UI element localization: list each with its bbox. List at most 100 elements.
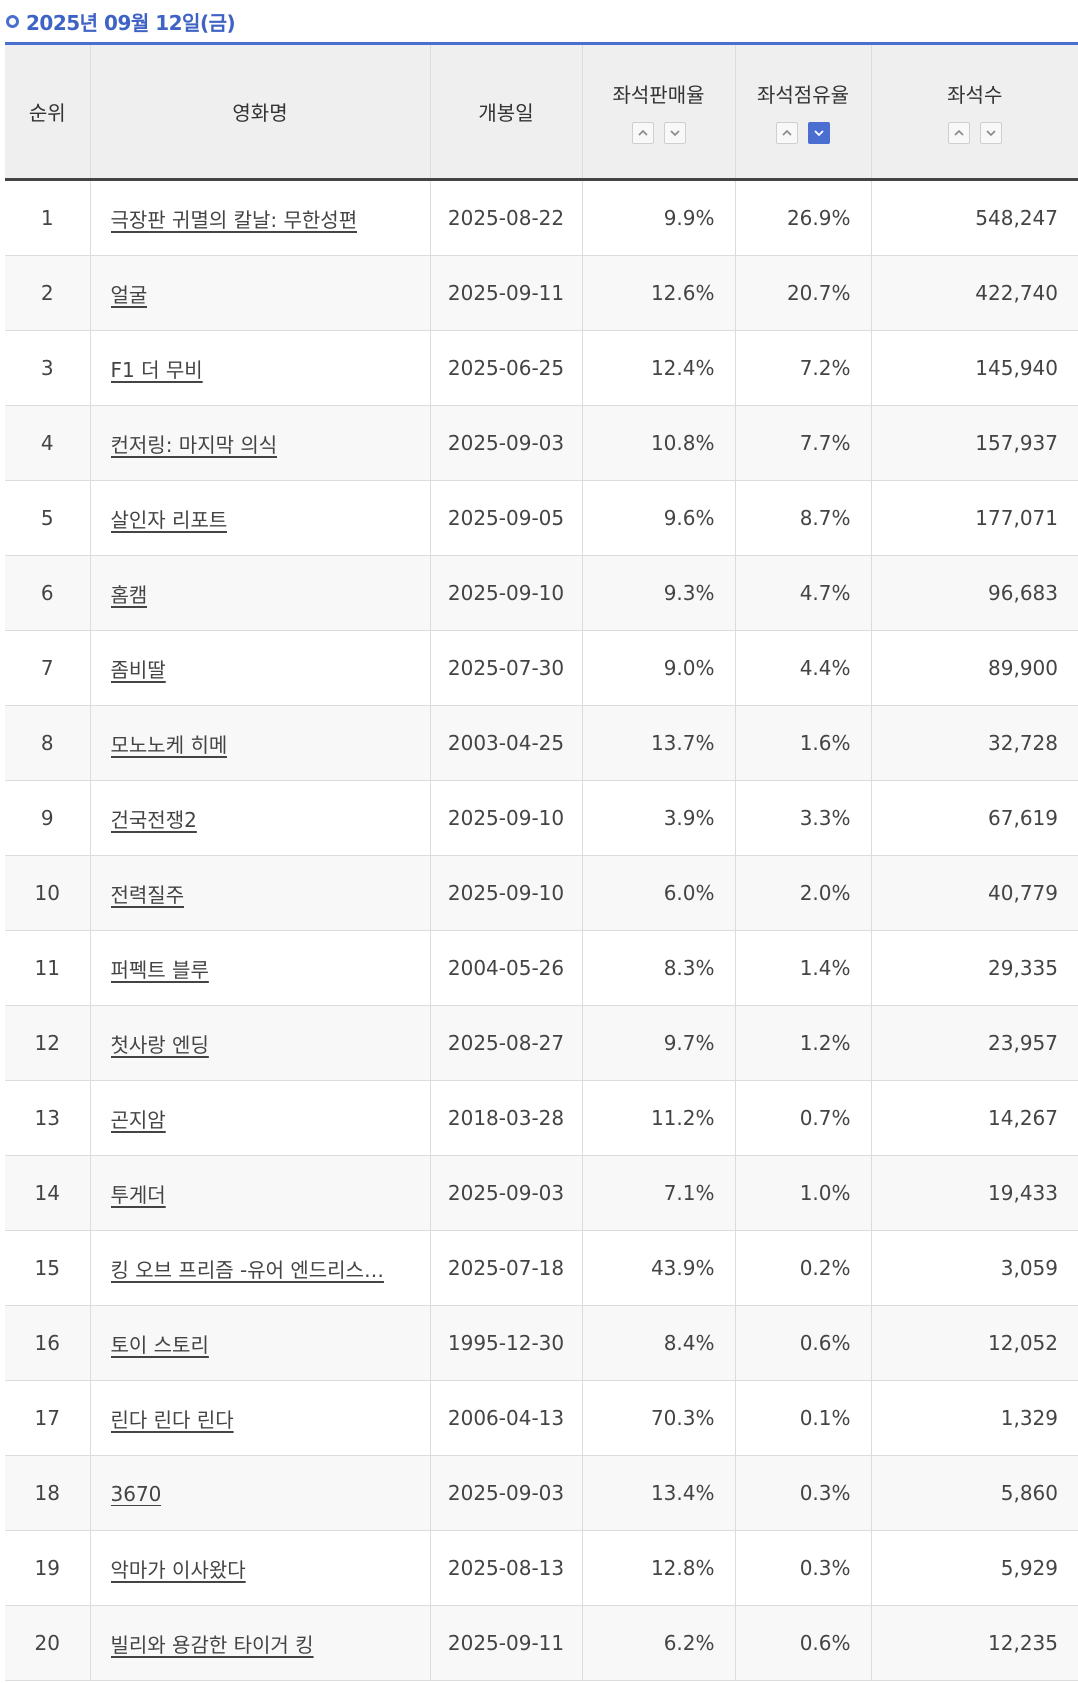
- chevron-down-icon: [669, 130, 680, 137]
- movie-title-link[interactable]: 악마가 이사왔다: [110, 1557, 246, 1582]
- movie-title-link[interactable]: F1 더 무비: [110, 357, 203, 382]
- release-date-cell: 2025-09-03: [430, 1455, 583, 1531]
- movie-title-link[interactable]: 얼굴: [110, 282, 148, 307]
- movie-title-link[interactable]: 빌리와 용감한 타이거 킹: [110, 1632, 314, 1657]
- seats-cell: 157,937: [871, 405, 1078, 481]
- title-cell: 린다 린다 린다: [90, 1380, 431, 1456]
- release-date-cell: 2006-04-13: [430, 1380, 583, 1456]
- rank-cell: 16: [5, 1305, 91, 1381]
- col-header-release-date-label: 개봉일: [478, 101, 534, 125]
- table-row: 11 퍼펙트 블루 2004-05-26 8.3% 1.4% 29,335: [5, 930, 1078, 1006]
- table-row: 20 빌리와 용감한 타이거 킹 2025-09-11 6.2% 0.6% 12,235: [5, 1605, 1078, 1681]
- share-rate-cell: 0.7%: [735, 1080, 872, 1156]
- share-rate-cell: 20.7%: [735, 255, 872, 331]
- sales-rate-cell: 9.3%: [582, 555, 736, 631]
- table-row: 12 첫사랑 엔딩 2025-08-27 9.7% 1.2% 23,957: [5, 1005, 1078, 1081]
- movie-title-link[interactable]: 곤지암: [110, 1107, 166, 1132]
- table-row: 18 3670 2025-09-03 13.4% 0.3% 5,860: [5, 1455, 1078, 1531]
- seats-cell: 5,929: [871, 1530, 1078, 1606]
- share-rate-cell: 7.2%: [735, 330, 872, 406]
- sales-rate-cell: 70.3%: [582, 1380, 736, 1456]
- title-cell: 컨저링: 마지막 의식: [90, 405, 431, 481]
- col-header-release-date: 개봉일: [430, 43, 583, 181]
- title-cell: 악마가 이사왔다: [90, 1530, 431, 1606]
- table-row: 4 컨저링: 마지막 의식 2025-09-03 10.8% 7.7% 157,937: [5, 405, 1078, 481]
- seats-cell: 177,071: [871, 480, 1078, 556]
- share-rate-cell: 0.6%: [735, 1305, 872, 1381]
- release-date-cell: 2025-09-10: [430, 855, 583, 931]
- sales-rate-sort-asc-button[interactable]: [631, 122, 654, 144]
- share-rate-cell: 1.4%: [735, 930, 872, 1006]
- seats-sort-desc-button[interactable]: [979, 122, 1002, 144]
- col-header-rank-label: 순위: [28, 101, 66, 125]
- release-date-cell: 2025-08-27: [430, 1005, 583, 1081]
- chevron-down-icon: [814, 130, 824, 137]
- rank-cell: 17: [5, 1380, 91, 1456]
- movie-title-link[interactable]: 킹 오브 프리즘 -유어 엔드리스…: [110, 1257, 384, 1282]
- table-row: 7 좀비딸 2025-07-30 9.0% 4.4% 89,900: [5, 630, 1078, 706]
- rank-cell: 3: [5, 330, 91, 406]
- release-date-cell: 2025-07-18: [430, 1230, 583, 1306]
- movie-title-link[interactable]: 극장판 귀멸의 칼날: 무한성편: [110, 207, 358, 232]
- share-rate-sort-asc-button[interactable]: [776, 122, 798, 144]
- share-rate-cell: 0.2%: [735, 1230, 872, 1306]
- seats-cell: 145,940: [871, 330, 1078, 406]
- title-cell: F1 더 무비: [90, 330, 431, 406]
- release-date-cell: 2025-09-03: [430, 405, 583, 481]
- release-date-cell: 2025-09-10: [430, 555, 583, 631]
- sales-rate-cell: 12.6%: [582, 255, 736, 331]
- movie-title-link[interactable]: 좀비딸: [110, 657, 166, 682]
- seats-sort-controls: [872, 122, 1078, 144]
- seats-cell: 5,860: [871, 1455, 1078, 1531]
- share-rate-cell: 0.3%: [735, 1530, 872, 1606]
- movie-title-link[interactable]: 모노노케 히메: [110, 732, 228, 757]
- movie-title-link[interactable]: 첫사랑 엔딩: [110, 1032, 209, 1057]
- seats-sort-asc-button[interactable]: [947, 122, 970, 144]
- share-rate-cell: 8.7%: [735, 480, 872, 556]
- title-cell: 살인자 리포트: [90, 480, 431, 556]
- movie-title-link[interactable]: 린다 린다 린다: [110, 1407, 234, 1432]
- movie-title-link[interactable]: 투게더: [110, 1182, 166, 1207]
- table-row: 9 건국전쟁2 2025-09-10 3.9% 3.3% 67,619: [5, 780, 1078, 856]
- table-row: 8 모노노케 히메 2003-04-25 13.7% 1.6% 32,728: [5, 705, 1078, 781]
- movie-title-link[interactable]: 살인자 리포트: [110, 507, 228, 532]
- share-rate-cell: 2.0%: [735, 855, 872, 931]
- seats-cell: 548,247: [871, 179, 1078, 256]
- sales-rate-cell: 10.8%: [582, 405, 736, 481]
- release-date-cell: 2025-08-13: [430, 1530, 583, 1606]
- table-body: 1 극장판 귀멸의 칼날: 무한성편 2025-08-22 9.9% 26.9% 548,…: [5, 179, 1078, 1681]
- col-header-share-rate: 좌석점유율: [735, 43, 872, 181]
- sales-rate-cell: 7.1%: [582, 1155, 736, 1231]
- chevron-up-icon: [782, 129, 792, 136]
- seats-cell: 12,235: [871, 1605, 1078, 1681]
- movie-title-link[interactable]: 홈캠: [110, 582, 148, 607]
- rank-cell: 20: [5, 1605, 91, 1681]
- sales-rate-cell: 12.4%: [582, 330, 736, 406]
- share-rate-sort-desc-button[interactable]: [808, 122, 830, 144]
- chevron-up-icon: [954, 129, 964, 136]
- sales-rate-cell: 12.8%: [582, 1530, 736, 1606]
- release-date-cell: 2025-07-30: [430, 630, 583, 706]
- movie-title-link[interactable]: 컨저링: 마지막 의식: [110, 432, 278, 457]
- ranking-table-container: 순위 영화명 개봉일 좌석판매율 좌석점유율: [5, 42, 1078, 1681]
- rank-cell: 5: [5, 480, 91, 556]
- table-row: 17 린다 린다 린다 2006-04-13 70.3% 0.1% 1,329: [5, 1380, 1078, 1456]
- date-header: 2025년 09월 12일(금): [0, 0, 1078, 42]
- sales-rate-sort-desc-button[interactable]: [663, 122, 686, 144]
- release-date-cell: 2025-09-11: [430, 255, 583, 331]
- sales-rate-cell: 11.2%: [582, 1080, 736, 1156]
- title-cell: 전력질주: [90, 855, 431, 931]
- date-title: 2025년 09월 12일(금): [26, 10, 236, 35]
- movie-title-link[interactable]: 3670: [110, 1481, 162, 1506]
- seats-cell: 96,683: [871, 555, 1078, 631]
- title-cell: 곤지암: [90, 1080, 431, 1156]
- movie-title-link[interactable]: 전력질주: [110, 882, 185, 907]
- table-row: 3 F1 더 무비 2025-06-25 12.4% 7.2% 145,940: [5, 330, 1078, 406]
- seats-cell: 422,740: [871, 255, 1078, 331]
- seats-cell: 12,052: [871, 1305, 1078, 1381]
- table-row: 13 곤지암 2018-03-28 11.2% 0.7% 14,267: [5, 1080, 1078, 1156]
- movie-title-link[interactable]: 토이 스토리: [110, 1332, 209, 1357]
- movie-title-link[interactable]: 건국전쟁2: [110, 807, 197, 832]
- movie-title-link[interactable]: 퍼펙트 블루: [110, 957, 209, 982]
- title-cell: 3670: [90, 1455, 431, 1531]
